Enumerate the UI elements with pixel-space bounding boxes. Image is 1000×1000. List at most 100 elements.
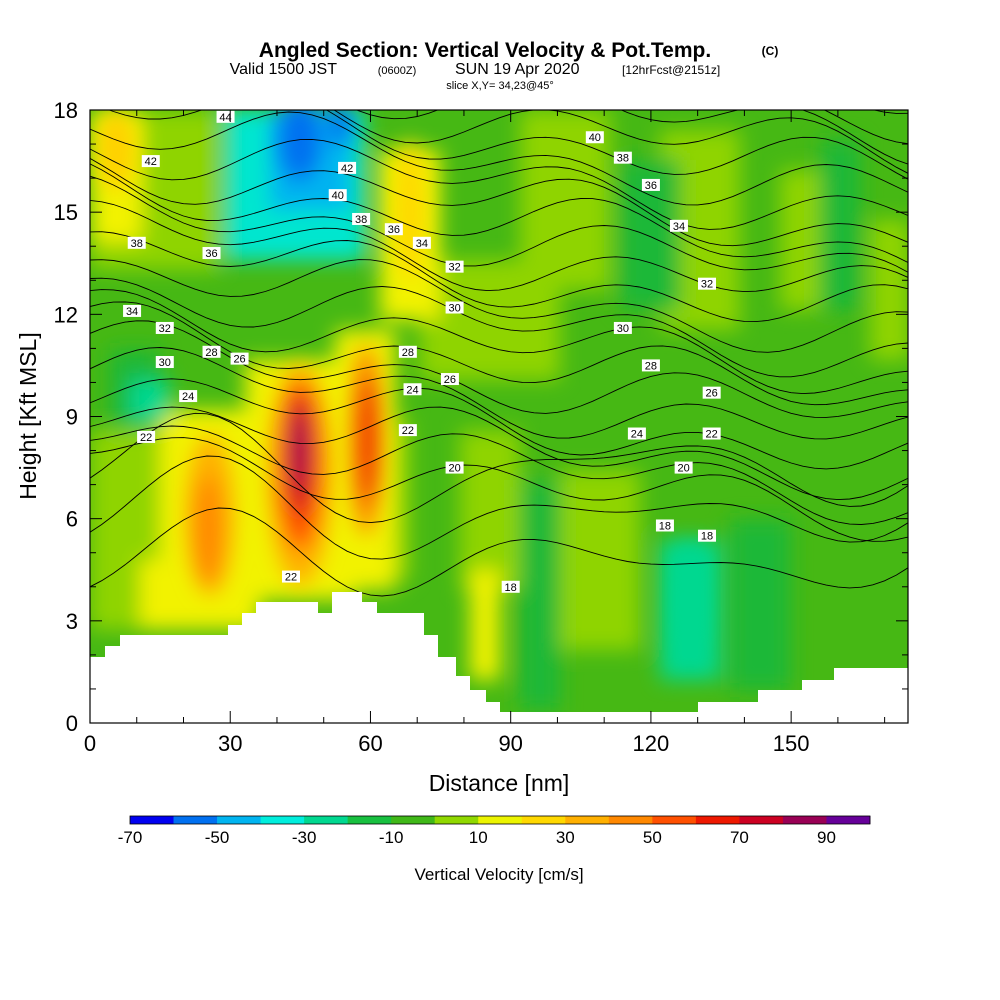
contour-label-box: [702, 386, 721, 399]
contour-label-box: [613, 151, 632, 164]
theta-contour-line: [90, 507, 908, 597]
y-tick-label: 9: [66, 405, 78, 430]
contour-label-text: 28: [205, 347, 217, 359]
contour-label-text: 28: [645, 360, 657, 372]
contour-label-text: 22: [140, 432, 152, 444]
contour-label-box: [698, 277, 717, 290]
contour-label-text: 22: [402, 425, 414, 437]
contour-label-box: [698, 529, 717, 542]
contour-label-box: [338, 161, 357, 174]
contour-label-text: 18: [701, 531, 713, 543]
colorbar-tick-label: -70: [118, 828, 143, 847]
colorbar-swatch: [826, 816, 871, 824]
contour-label-text: 18: [505, 582, 517, 594]
contour-label-box: [585, 131, 604, 144]
contour-label-box: [445, 461, 464, 474]
x-tick-label: 0: [84, 731, 96, 756]
contour-label-box: [202, 345, 221, 358]
colorbar-tick-label: -10: [379, 828, 404, 847]
theta-contour-line: [90, 289, 908, 395]
theta-contour-line: [90, 277, 908, 378]
theta-contour-label: 44: [216, 110, 235, 124]
contour-label-text: 36: [645, 180, 657, 192]
contour-label-text: 40: [332, 190, 344, 202]
contour-label-text: 20: [448, 463, 460, 475]
contour-label-box: [412, 236, 431, 249]
x-tick-label: 120: [633, 731, 670, 756]
contour-label-box: [127, 236, 146, 249]
contour-label-text: 36: [205, 248, 217, 260]
contour-label-box: [627, 427, 646, 440]
contour-label-text: 20: [678, 463, 690, 475]
theta-contour-line: [90, 347, 908, 440]
contour-label-text: 30: [448, 303, 460, 315]
colorbar-swatch: [565, 816, 610, 824]
x-axis-label: Distance [nm]: [429, 770, 570, 796]
theta-contour-line: [90, 437, 908, 542]
theta-contour-label: 36: [202, 247, 221, 260]
contour-label-text: 38: [355, 214, 367, 226]
theta-contour-label: 20: [674, 461, 693, 475]
theta-contour-label: 32: [698, 277, 717, 291]
x-axis-tick-labels: 0 30 60 90 120 150: [84, 731, 810, 756]
contour-label-text: 34: [126, 306, 138, 318]
contour-label-text: 18: [659, 520, 671, 532]
colorbar-swatch: [347, 816, 392, 824]
theta-contour-label: 36: [641, 178, 660, 192]
y-tick-label: 18: [54, 98, 78, 123]
theta-contour-label: 34: [123, 304, 142, 318]
contour-label-box: [141, 155, 160, 168]
theta-contour-line: [90, 199, 908, 293]
slice-label: slice X,Y= 34,23@45°: [446, 80, 554, 92]
theta-contour-label: 22: [398, 424, 417, 437]
contour-label-text: 32: [159, 323, 171, 335]
theta-contour-label: 30: [445, 301, 464, 315]
colorbar-swatch: [695, 816, 740, 824]
theta-contour-label: 18: [698, 529, 717, 543]
theta-contour-label: 34: [412, 236, 431, 250]
contour-label-text: 36: [388, 224, 400, 236]
title-units: (C): [762, 44, 779, 58]
theta-contour-line: [90, 378, 908, 470]
colorbar-swatch: [173, 816, 218, 824]
contour-label-box: [398, 424, 417, 437]
field-cores: [98, 110, 704, 660]
theta-contour-label: 40: [328, 189, 347, 202]
subtitle-date: SUN 19 Apr 2020: [455, 61, 580, 78]
colorbar-swatch: [478, 816, 523, 824]
contour-label-text: 34: [673, 221, 685, 233]
colorbar-swatch: [217, 816, 261, 824]
theta-contour-label: 28: [398, 345, 417, 359]
colorbar-tick-label: 50: [643, 828, 662, 847]
subtitle-forecast: [12hrFcst@2151z]: [622, 63, 720, 77]
y-axis-tick-labels: 0 3 6 9 12 15 18: [54, 98, 78, 736]
theta-contour-line: [90, 259, 908, 353]
contour-label-box: [613, 321, 632, 334]
theta-contour-label: 18: [501, 580, 520, 594]
colorbar-swatch: [521, 816, 566, 824]
colorbar-tick-label: 10: [469, 828, 488, 847]
colorbar-swatch: [260, 816, 305, 824]
contour-label-box: [440, 373, 459, 386]
colorbar-tick-label: 70: [730, 828, 749, 847]
x-tick-label: 150: [773, 731, 810, 756]
colorbar-label: Vertical Velocity [cm/s]: [414, 865, 583, 884]
contour-label-text: 26: [444, 374, 456, 386]
x-tick-label: 30: [218, 731, 242, 756]
y-tick-label: 12: [54, 302, 78, 327]
theta-contour-line: [90, 412, 908, 524]
colorbar-swatch: [739, 816, 784, 824]
contour-label-text: 28: [402, 347, 414, 359]
contour-label-box: [328, 189, 347, 202]
y-axis-label: Height [Kft MSL]: [15, 332, 41, 499]
theta-contour-label: 36: [384, 223, 403, 236]
colorbar-tick-label: -30: [292, 828, 317, 847]
subtitle-utc: (0600Z): [378, 65, 417, 77]
contour-label-text: 42: [145, 156, 157, 168]
theta-contour-label: 40: [585, 131, 604, 144]
theta-contour-line: [108, 110, 908, 180]
contour-label-text: 32: [701, 279, 713, 291]
theta-contour-label: 24: [627, 427, 646, 441]
colorbar-tick-labels: -70 -50 -30 -10 10 30 50 70 90: [118, 828, 836, 847]
